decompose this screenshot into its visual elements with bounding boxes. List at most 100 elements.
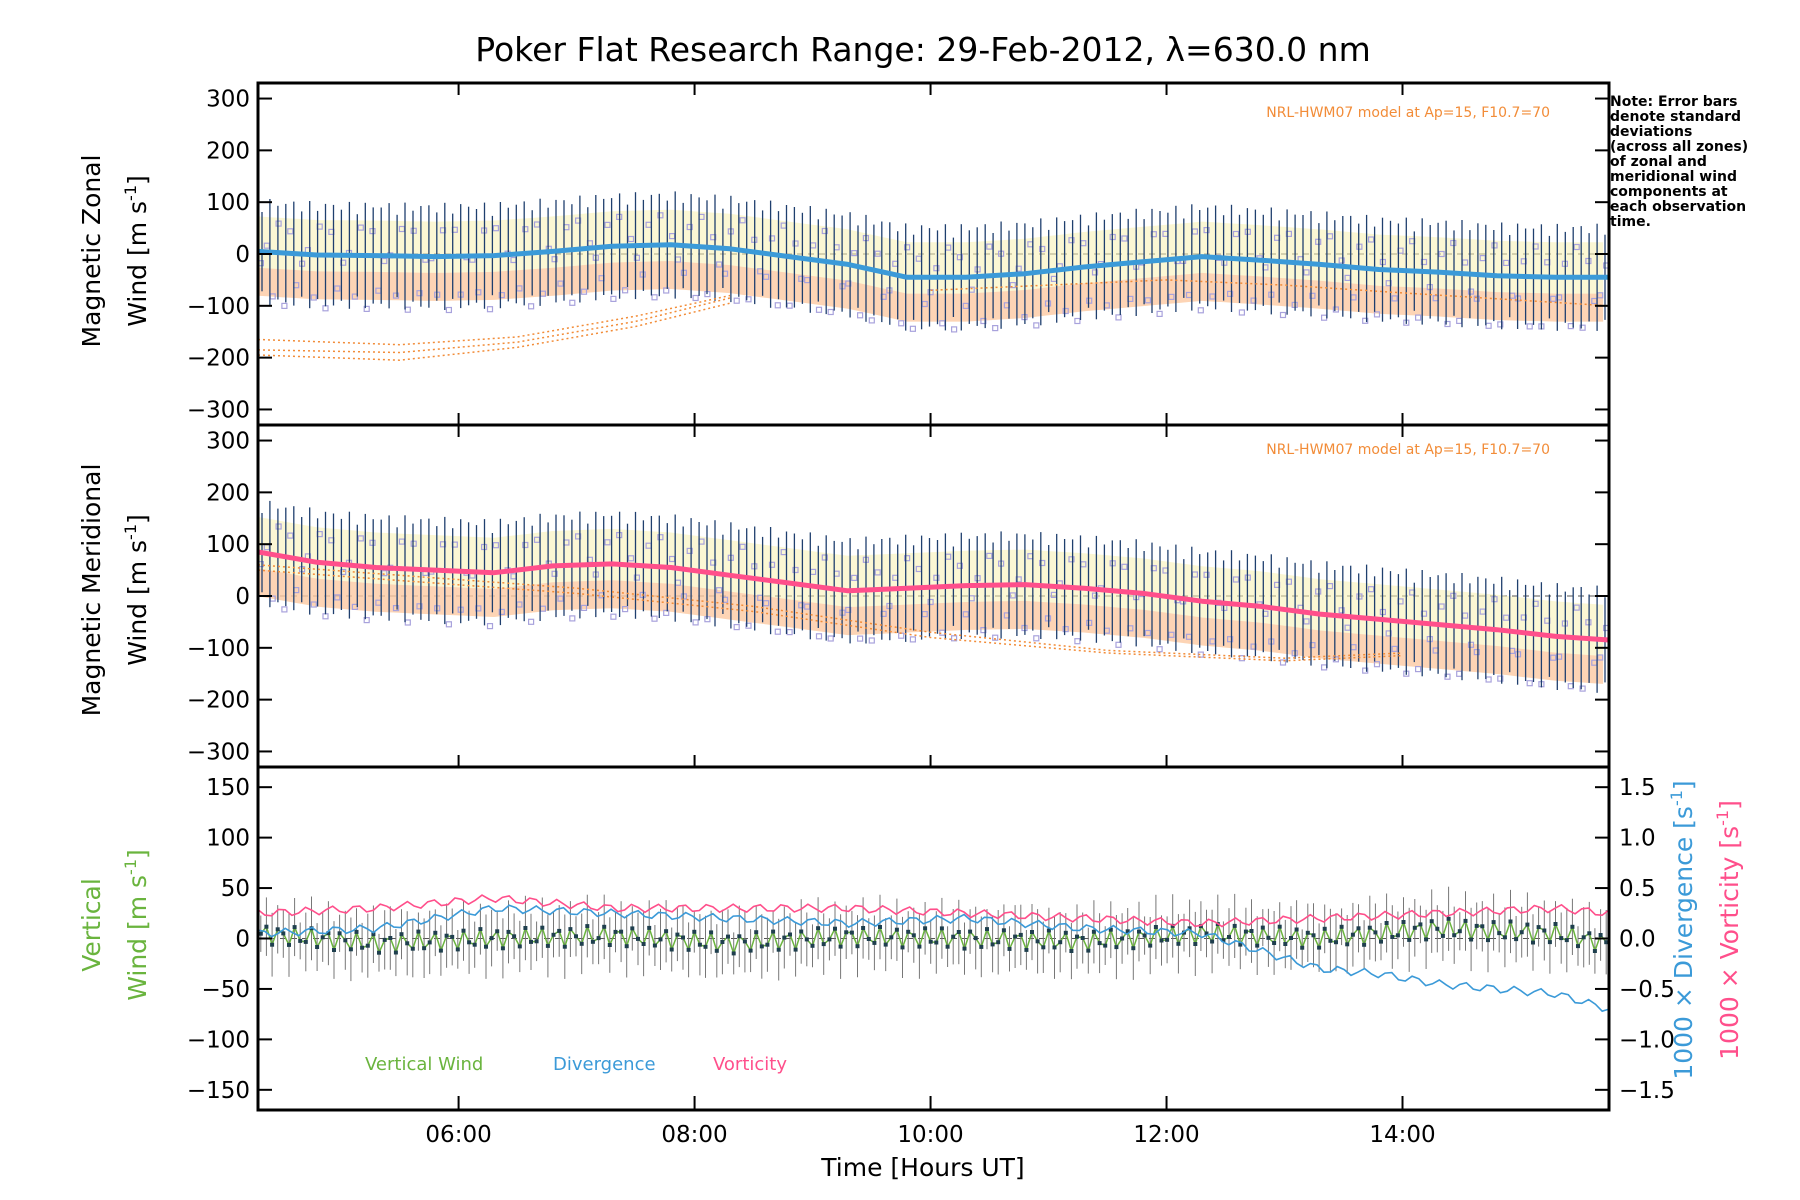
zonal-zone-point [1150, 231, 1157, 238]
zonal-zone-point [792, 240, 799, 247]
meridional-zone-point [621, 605, 629, 613]
vertical-wind-point [1063, 930, 1068, 935]
zonal-zone-point [1438, 250, 1445, 258]
vertical-wind-point [455, 947, 460, 952]
vertical-wind-point [1232, 923, 1237, 928]
vertical-wind-point [562, 944, 567, 949]
zonal-zone-point [639, 271, 646, 278]
vertical-wind-point [275, 927, 280, 932]
vertical-wind-point [985, 927, 989, 932]
zonal-zone-point [1420, 258, 1428, 266]
meridional-zone-point [827, 635, 834, 642]
vertical-wind-point [799, 929, 804, 934]
y2-tick-label: −0.5 [1619, 977, 1675, 1003]
meridional-zone-point [340, 568, 347, 576]
zonal-ylabel-end: ] [123, 175, 152, 185]
vertical-wind-point [1238, 942, 1243, 947]
model-label-meridional: NRL-HWM07 model at Ap=15, F10.7=70 [1266, 442, 1550, 458]
zonal-zone-point [657, 212, 664, 219]
vertical-wind-point [264, 924, 269, 929]
vertical-wind-point [1457, 929, 1462, 934]
meridional-zone-point [1450, 592, 1457, 599]
vertical-wind-point [484, 944, 488, 949]
vertical-wind-point [1300, 945, 1305, 950]
meridional-zone-point [1033, 635, 1040, 642]
zonal-zone-point [1238, 309, 1246, 316]
zonal-zone-point [1467, 288, 1475, 295]
zonal-zone-point [1450, 239, 1457, 247]
vertical-wind-point [315, 945, 320, 949]
zonal-zone-point [909, 325, 917, 332]
vertical-wind-point [1322, 926, 1327, 931]
zonal-zone-point [1009, 282, 1016, 289]
panel-zonal: 300 200 100 0 −100 −200 −300 [187, 81, 1611, 427]
meridional-zone-point [1086, 619, 1093, 627]
vertical-wind-point [1559, 936, 1564, 941]
meridional-zone-point [445, 621, 452, 628]
vertical-wind-point [686, 947, 691, 952]
vertical-wind-point [748, 948, 753, 953]
meridional-zone-point [1091, 592, 1099, 599]
meridional-zone-point [580, 604, 588, 612]
vertical-wind-point [551, 932, 556, 937]
zonal-zone-point [1044, 300, 1052, 307]
x-tick-label: 06:00 [425, 1122, 491, 1148]
meridional-y-tick-label: 300 [206, 429, 250, 455]
meridional-zone-point [927, 598, 934, 606]
meridional-spread-lower [258, 568, 1604, 684]
meridional-zone-point [868, 637, 875, 644]
zonal-zone-point [1250, 297, 1257, 304]
vertical-wind-point [861, 926, 866, 930]
zonal-zone-point [827, 308, 834, 316]
meridional-zone-point [1144, 629, 1152, 637]
meridional-zone-point [1385, 630, 1392, 637]
zonal-zone-point [1285, 230, 1293, 237]
vertical-wind-point [1187, 926, 1192, 931]
meridional-y-tick-label: −200 [187, 688, 250, 714]
zonal-ylabel-sup: -1 [121, 185, 140, 201]
vertical-wind-point [371, 932, 376, 937]
meridional-zone-point [369, 539, 376, 546]
vertical-wind-point [1091, 929, 1096, 934]
vertical-wind-point [742, 939, 747, 944]
meridional-zone-point [569, 615, 576, 622]
vertical-data-layer [258, 886, 1609, 1013]
zonal-zone-point [962, 302, 969, 309]
zonal-zone-point [1115, 314, 1122, 321]
vertical-wind-point [607, 943, 612, 947]
meridional-zone-point [1285, 578, 1293, 585]
zonal-zone-point [980, 317, 987, 325]
vertical-wind-point [917, 944, 922, 949]
zonal-spread-lower [258, 261, 1604, 322]
note-line-8: time. [1610, 214, 1651, 230]
zonal-zone-point [610, 295, 617, 302]
zonal-zone-point [933, 265, 940, 272]
x-tick-label: 12:00 [1133, 1122, 1199, 1148]
zonal-zone-point [1279, 311, 1287, 319]
zonal-zone-point [1091, 269, 1099, 276]
vertical-wind-point [855, 944, 860, 949]
vertical-wind-point [1266, 935, 1271, 940]
zonal-zone-point [798, 275, 805, 282]
vertical-wind-point [1255, 943, 1260, 948]
zonal-zone-point [604, 221, 611, 228]
vertical-wind-point [1581, 935, 1586, 940]
vertical-wind-point [1097, 941, 1102, 946]
zonal-zone-point [739, 217, 746, 224]
zonal-model-line [258, 302, 731, 361]
vertical-wind-point [596, 936, 601, 941]
vertical-wind-point [962, 946, 967, 951]
vertical-wind-point [377, 950, 381, 955]
vertical-wind-point [849, 930, 854, 935]
zonal-zone-point [1385, 280, 1392, 287]
zonal-zone-point [880, 293, 887, 300]
divergence-y2label-main: 1000 × Divergence [s [1669, 806, 1698, 1080]
meridional-zone-point [762, 600, 770, 607]
vertical-wind-point [495, 929, 500, 934]
y2-tick-label: 1.5 [1619, 775, 1656, 801]
vertical-wind-point [911, 933, 916, 938]
meridional-zone-point [1039, 559, 1046, 567]
meridional-zone-point [498, 608, 505, 616]
vertical-wind-point [529, 939, 533, 944]
zonal-zone-point [1033, 322, 1040, 329]
